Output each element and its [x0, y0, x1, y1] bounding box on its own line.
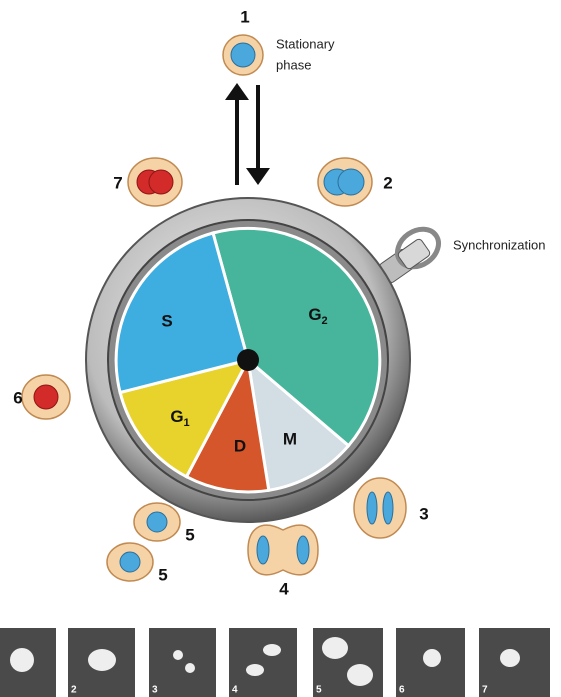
- nucleus: [119, 551, 141, 573]
- photo-label: 7: [482, 685, 488, 696]
- label: Stationary: [276, 36, 335, 51]
- clock-center: [237, 349, 259, 371]
- label: Synchronization: [453, 237, 546, 252]
- photo-label: 4: [232, 685, 238, 696]
- nucleus: [382, 491, 394, 525]
- stage-number: 1: [240, 7, 249, 26]
- photo-label: 6: [399, 685, 405, 696]
- nucleus: [366, 491, 378, 525]
- photo-label: 2: [71, 685, 77, 696]
- stage-number: 6: [13, 388, 22, 407]
- stage-number: 5: [185, 525, 194, 544]
- stage-number: 2: [383, 173, 392, 192]
- nucleus: [148, 169, 174, 195]
- photo-label: 3: [152, 685, 158, 696]
- phase-label: G2: [308, 305, 327, 326]
- photo-label: 5: [316, 685, 322, 696]
- phase-label: S: [161, 311, 172, 330]
- phase-label: D: [234, 436, 246, 455]
- stage-number: 4: [279, 579, 289, 598]
- phase-label: M: [283, 429, 297, 448]
- crown: [379, 226, 441, 283]
- arrows: [225, 83, 270, 185]
- stage-number: 5: [158, 565, 167, 584]
- phase-letter: G: [170, 407, 183, 426]
- phase-sub: 1: [184, 417, 190, 429]
- nucleus: [337, 168, 365, 196]
- nucleus: [230, 42, 256, 68]
- nucleus: [146, 511, 168, 533]
- cell: [353, 477, 407, 539]
- nucleus: [256, 535, 270, 565]
- phase-label: G1: [170, 407, 189, 428]
- nucleus: [296, 535, 310, 565]
- clock-face: [114, 226, 382, 494]
- nucleus: [33, 384, 59, 410]
- phase-letter: G: [308, 305, 321, 324]
- phase-sub: 2: [322, 315, 328, 327]
- label: phase: [276, 57, 311, 72]
- stage-number: 7: [113, 173, 122, 192]
- stage-number: 3: [419, 504, 428, 523]
- photo-strip: [0, 628, 550, 697]
